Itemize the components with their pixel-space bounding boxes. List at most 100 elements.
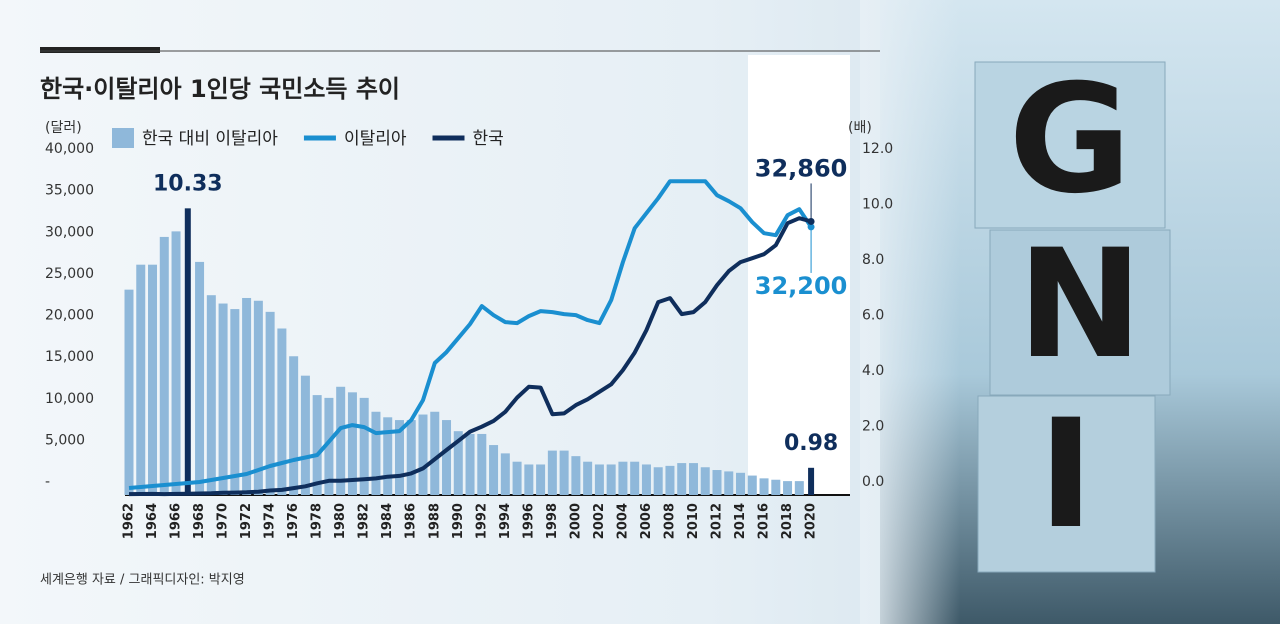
block-letter: N — [1017, 218, 1143, 392]
x-tick-label: 1972 — [239, 503, 254, 539]
bar — [653, 467, 663, 495]
y-tick-label: 5,000 — [45, 432, 85, 448]
x-tick-label: 2020 — [804, 503, 819, 539]
bar — [312, 395, 322, 495]
bar — [265, 311, 275, 495]
x-tick-label: 2006 — [639, 503, 654, 539]
bar — [136, 264, 146, 495]
x-tick-label: 1970 — [216, 503, 231, 539]
y-tick-label: 30,000 — [45, 224, 94, 240]
bar — [371, 411, 381, 495]
block — [974, 61, 1166, 229]
y-tick-label: 20,000 — [45, 308, 94, 324]
bar — [618, 461, 628, 495]
y2-tick-label: 2.0 — [862, 419, 884, 435]
blocks: G N I — [974, 53, 1171, 573]
chart-title: 한국·이탈리아 1인당 국민소득 추이 — [40, 75, 400, 103]
value-label: 0.98 — [784, 431, 838, 456]
y2-tick-label: 8.0 — [862, 252, 884, 268]
y-tick-label: 10,000 — [45, 391, 94, 407]
legend-label: 한국 대비 이탈리아 — [142, 129, 278, 149]
y-axis-label: (달러) — [45, 120, 82, 136]
bar — [736, 472, 746, 495]
y-tick-label: 35,000 — [45, 183, 94, 199]
x-tick-label: 1964 — [145, 503, 160, 539]
bar — [347, 392, 357, 495]
x-tick-label: 1980 — [333, 503, 348, 539]
x-tick-label: 2008 — [662, 503, 677, 539]
value-label: 32,200 — [755, 272, 848, 300]
bar — [771, 479, 781, 495]
x-tick-label: 1962 — [122, 503, 137, 539]
bar — [277, 328, 287, 495]
value-label: 32,860 — [755, 154, 848, 182]
value-label: 10.33 — [153, 171, 223, 196]
x-tick-label: 1966 — [169, 503, 184, 539]
legend-label: 이탈리아 — [344, 129, 407, 149]
block-letter: G — [1008, 53, 1131, 227]
bar — [406, 420, 416, 495]
bar — [700, 467, 710, 495]
block — [989, 229, 1171, 396]
x-tick-label: 1998 — [545, 503, 560, 539]
legend-label: 한국 — [473, 129, 504, 149]
bar — [184, 208, 191, 495]
x-tick-label: 1986 — [404, 503, 419, 539]
source: 세계은행 자료 / 그래픽디자인: 박지영 — [40, 572, 245, 588]
bar — [300, 375, 310, 495]
bar — [383, 417, 393, 495]
x-tick-label: 2002 — [592, 503, 607, 539]
bar — [724, 471, 734, 495]
bar — [808, 467, 815, 495]
bar — [536, 464, 546, 495]
x-tick-label: 1976 — [286, 503, 301, 539]
y2-tick-label: 4.0 — [862, 363, 884, 379]
x-tick-label: 2016 — [757, 503, 772, 539]
bar — [218, 303, 228, 495]
x-tick-label: 1968 — [192, 503, 207, 539]
bar — [124, 289, 134, 495]
x-tick-label: 1984 — [380, 503, 395, 539]
x-tick-label: 1996 — [521, 503, 536, 539]
bar — [677, 463, 687, 495]
y2-tick-label: 0.0 — [862, 474, 884, 490]
bar — [442, 420, 452, 495]
bar — [489, 445, 499, 495]
bar — [477, 433, 487, 495]
bar — [418, 414, 428, 495]
bar — [794, 481, 804, 495]
bar — [641, 464, 651, 495]
bar — [206, 295, 216, 495]
bar — [230, 309, 240, 495]
bar — [665, 465, 675, 495]
bar — [747, 475, 757, 495]
bar — [453, 431, 463, 495]
y-tick-label: 25,000 — [45, 266, 94, 282]
x-tick-label: 1978 — [310, 503, 325, 539]
x-tick-label: 1994 — [498, 503, 513, 539]
y-tick-label: 15,000 — [45, 349, 94, 365]
bar — [783, 481, 793, 495]
x-tick-label: 1992 — [474, 503, 489, 539]
bar — [242, 297, 252, 495]
x-tick-label: 1982 — [357, 503, 372, 539]
bar — [712, 470, 722, 495]
legend-swatch — [112, 128, 134, 148]
y-tick-label: 40,000 — [45, 141, 94, 157]
x-tick-label: 2012 — [710, 503, 725, 539]
bar — [148, 264, 158, 495]
y2-tick-label: 12.0 — [862, 141, 893, 157]
block-letter: I — [1038, 388, 1094, 562]
bar — [500, 453, 510, 495]
bar — [524, 464, 534, 495]
bar — [171, 231, 181, 495]
line — [128, 216, 812, 497]
bar — [195, 261, 205, 495]
line — [128, 179, 813, 490]
bar — [759, 478, 769, 495]
x-tick-label: 2010 — [686, 503, 701, 539]
bar — [688, 463, 698, 495]
bar — [430, 411, 440, 495]
x-tick-label: 1988 — [427, 503, 442, 539]
